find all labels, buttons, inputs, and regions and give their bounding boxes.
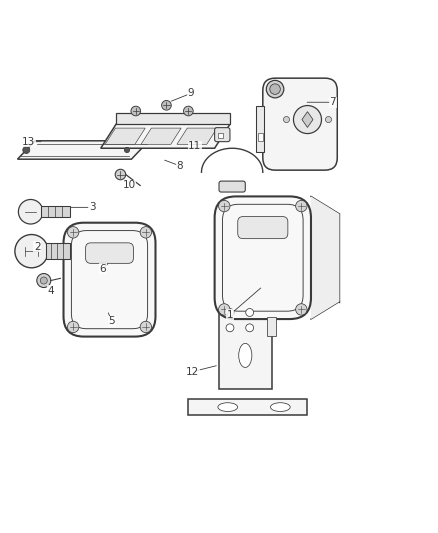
Polygon shape <box>116 113 230 124</box>
Polygon shape <box>101 124 230 148</box>
Circle shape <box>246 324 254 332</box>
FancyBboxPatch shape <box>263 78 337 170</box>
Text: 2: 2 <box>34 242 41 252</box>
Circle shape <box>246 309 254 317</box>
Text: 4: 4 <box>47 286 54 296</box>
Bar <box>219 293 272 389</box>
Text: 13: 13 <box>22 136 35 147</box>
Circle shape <box>184 106 193 116</box>
Ellipse shape <box>270 403 290 411</box>
Circle shape <box>140 321 152 333</box>
Circle shape <box>283 117 290 123</box>
Text: 9: 9 <box>187 88 194 99</box>
Text: 7: 7 <box>329 97 336 107</box>
FancyBboxPatch shape <box>215 197 311 319</box>
Circle shape <box>219 200 230 212</box>
Text: 10: 10 <box>123 181 136 190</box>
Bar <box>188 399 307 415</box>
Text: 12: 12 <box>186 367 199 377</box>
Polygon shape <box>302 112 313 127</box>
Circle shape <box>40 277 47 284</box>
Circle shape <box>226 324 234 332</box>
FancyBboxPatch shape <box>64 223 155 336</box>
Text: 5: 5 <box>108 316 115 326</box>
FancyBboxPatch shape <box>215 128 230 142</box>
Bar <box>218 133 223 138</box>
Circle shape <box>67 227 79 238</box>
Circle shape <box>296 304 307 315</box>
Polygon shape <box>18 141 149 159</box>
Bar <box>256 106 264 152</box>
Polygon shape <box>105 128 145 144</box>
Circle shape <box>23 147 30 154</box>
Circle shape <box>226 309 234 317</box>
Circle shape <box>115 169 126 180</box>
Circle shape <box>18 199 43 224</box>
Circle shape <box>270 84 280 94</box>
Circle shape <box>124 147 130 152</box>
Ellipse shape <box>218 403 237 411</box>
Circle shape <box>15 235 48 268</box>
Circle shape <box>162 101 171 110</box>
Circle shape <box>67 321 79 333</box>
FancyBboxPatch shape <box>238 216 288 239</box>
Ellipse shape <box>239 343 252 367</box>
Circle shape <box>140 227 152 238</box>
Bar <box>46 243 70 259</box>
Text: 11: 11 <box>188 141 201 151</box>
Bar <box>258 133 263 141</box>
Circle shape <box>219 304 230 315</box>
FancyBboxPatch shape <box>85 243 134 263</box>
Text: 1: 1 <box>226 310 233 320</box>
Text: 6: 6 <box>99 264 106 273</box>
Text: 3: 3 <box>88 203 95 212</box>
Circle shape <box>266 80 284 98</box>
Circle shape <box>293 106 321 134</box>
Text: 8: 8 <box>176 161 183 171</box>
Polygon shape <box>141 128 181 144</box>
Circle shape <box>131 106 141 116</box>
Circle shape <box>296 200 307 212</box>
Bar <box>41 206 70 217</box>
Polygon shape <box>311 197 339 319</box>
Polygon shape <box>177 128 217 144</box>
FancyBboxPatch shape <box>219 181 245 192</box>
Circle shape <box>37 273 51 287</box>
Bar <box>267 317 276 336</box>
Circle shape <box>325 117 332 123</box>
